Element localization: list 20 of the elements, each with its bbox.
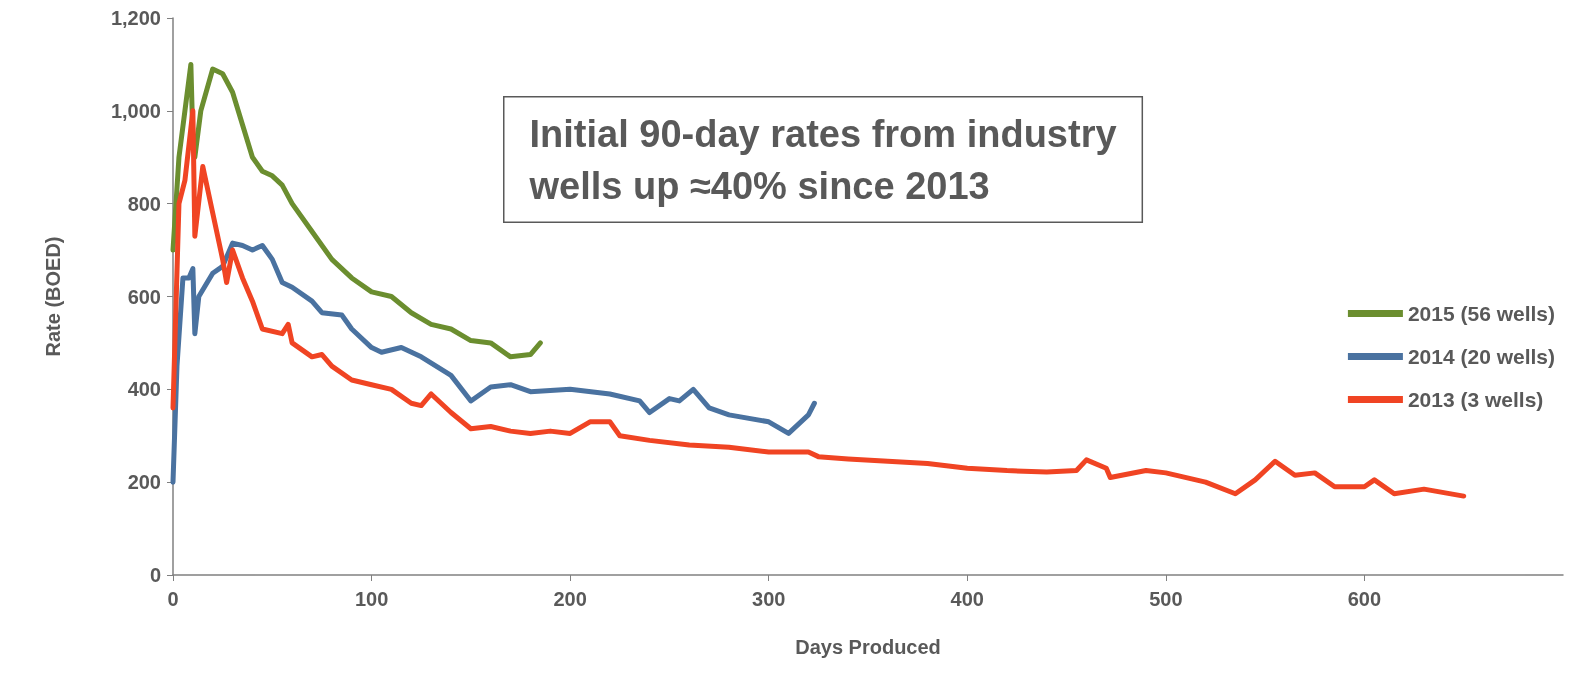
y-tick-label: 200 <box>127 471 161 494</box>
y-tick-label: 600 <box>127 285 161 308</box>
y-tick-label: 800 <box>127 192 161 215</box>
x-tick-label: 600 <box>1347 588 1382 610</box>
x-tick-label: 500 <box>1149 588 1183 610</box>
x-tick-label: 100 <box>354 588 389 610</box>
x-axis-title: Days Produced <box>795 636 941 658</box>
annotation: Initial 90-day rates from industry wells up ≈40% since 2013 <box>528 112 1117 207</box>
legend-label: 2014 (20 wells) <box>1407 345 1555 368</box>
x-tick-label: 200 <box>553 588 587 610</box>
legend-label: 2013 (3 wells) <box>1407 388 1544 411</box>
y-tick-label: 1,000 <box>110 99 161 122</box>
y-tick-label: 0 <box>149 564 161 586</box>
legend-label: 2015 (56 wells) <box>1407 302 1555 325</box>
y-axis-title: Rate (BOED) <box>42 236 64 357</box>
x-tick-label: 0 <box>167 588 179 610</box>
y-tick-label: 1,200 <box>110 7 161 29</box>
x-tick-label: 400 <box>950 588 984 610</box>
y-tick-label: 400 <box>127 378 161 401</box>
x-tick-label: 300 <box>752 588 786 610</box>
